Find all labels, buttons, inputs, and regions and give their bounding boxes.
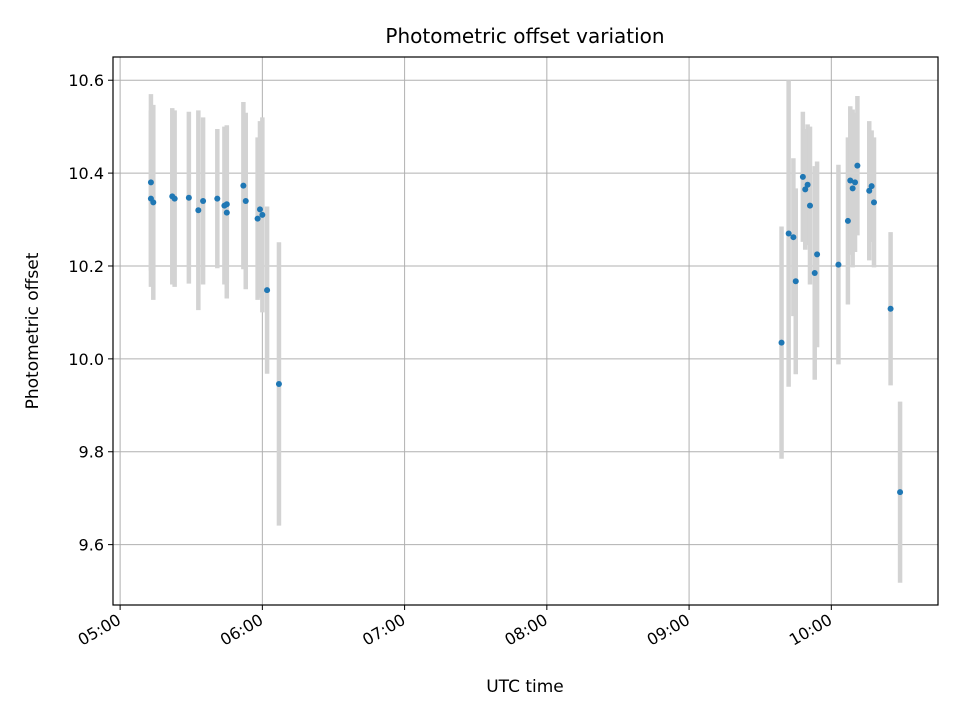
data-point: [811, 269, 818, 276]
data-point: [854, 162, 861, 169]
data-point: [868, 183, 875, 190]
data-point: [778, 339, 785, 346]
data-point: [870, 199, 877, 206]
y-axis-title: Photometric offset: [23, 252, 43, 409]
data-point: [852, 179, 859, 186]
data-point: [171, 195, 178, 202]
data-point: [240, 182, 247, 189]
data-point: [200, 197, 207, 204]
data-point: [259, 211, 266, 218]
data-point: [195, 207, 202, 214]
data-point: [804, 181, 811, 188]
data-point: [785, 230, 792, 237]
data-point: [264, 287, 271, 294]
data-point: [223, 201, 230, 208]
data-point: [849, 185, 856, 192]
data-points: [147, 162, 904, 496]
data-point: [887, 305, 894, 312]
data-point: [150, 199, 157, 206]
y-tick-label: 10.2: [68, 257, 104, 276]
data-point: [847, 177, 854, 184]
y-axis-ticks: 9.6 9.8 10.0 10.2 10.4 10.6: [68, 71, 113, 555]
data-point: [814, 251, 821, 258]
data-point: [256, 206, 263, 213]
data-point: [897, 489, 904, 496]
data-point: [254, 215, 261, 222]
data-point: [790, 234, 797, 241]
y-tick-label: 9.8: [79, 443, 104, 462]
y-tick-label: 9.6: [79, 536, 104, 555]
chart-title: Photometric offset variation: [385, 24, 664, 48]
data-point: [835, 261, 842, 268]
data-point: [242, 197, 249, 204]
y-tick-label: 10.6: [68, 71, 104, 90]
data-point: [802, 186, 809, 193]
grid: [113, 57, 938, 605]
y-tick-label: 10.0: [68, 350, 104, 369]
data-point: [147, 179, 154, 186]
data-point: [223, 209, 230, 216]
data-point: [792, 278, 799, 285]
data-point: [214, 195, 221, 202]
data-point: [806, 202, 813, 209]
data-point: [844, 217, 851, 224]
y-tick-label: 10.4: [68, 164, 104, 183]
data-point: [866, 187, 873, 194]
data-point: [799, 173, 806, 180]
plot-frame: [112, 56, 939, 606]
data-point: [185, 194, 192, 201]
x-axis-title: UTC time: [486, 677, 564, 697]
data-point: [275, 380, 282, 387]
